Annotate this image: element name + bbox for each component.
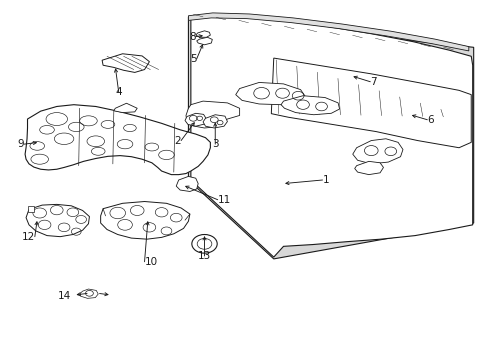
Polygon shape (235, 82, 305, 105)
Text: 7: 7 (369, 77, 376, 87)
Polygon shape (271, 58, 470, 148)
Text: 6: 6 (427, 115, 433, 125)
Polygon shape (176, 176, 198, 192)
Text: 12: 12 (21, 232, 35, 242)
Text: 5: 5 (190, 54, 196, 64)
Polygon shape (26, 204, 89, 237)
Text: 2: 2 (174, 136, 181, 145)
Polygon shape (190, 16, 472, 257)
Polygon shape (195, 31, 210, 37)
Polygon shape (184, 113, 206, 126)
Polygon shape (25, 105, 210, 175)
Polygon shape (27, 206, 34, 212)
Text: 11: 11 (217, 195, 230, 205)
Text: 1: 1 (322, 175, 328, 185)
Polygon shape (352, 139, 402, 164)
Text: 9: 9 (18, 139, 24, 149)
Polygon shape (114, 103, 137, 113)
Polygon shape (101, 202, 189, 239)
Polygon shape (203, 115, 227, 128)
Polygon shape (354, 161, 383, 175)
Text: 8: 8 (189, 32, 195, 41)
Polygon shape (185, 101, 239, 128)
Polygon shape (196, 37, 212, 45)
Text: 10: 10 (144, 257, 157, 267)
Text: 13: 13 (198, 251, 211, 261)
Ellipse shape (197, 238, 211, 249)
Ellipse shape (191, 234, 217, 253)
Polygon shape (188, 13, 468, 51)
Text: 14: 14 (58, 291, 71, 301)
Polygon shape (102, 54, 149, 72)
Polygon shape (188, 17, 473, 259)
Text: 3: 3 (211, 139, 218, 149)
Polygon shape (281, 96, 339, 115)
Text: 4: 4 (115, 87, 122, 97)
Polygon shape (80, 289, 98, 298)
